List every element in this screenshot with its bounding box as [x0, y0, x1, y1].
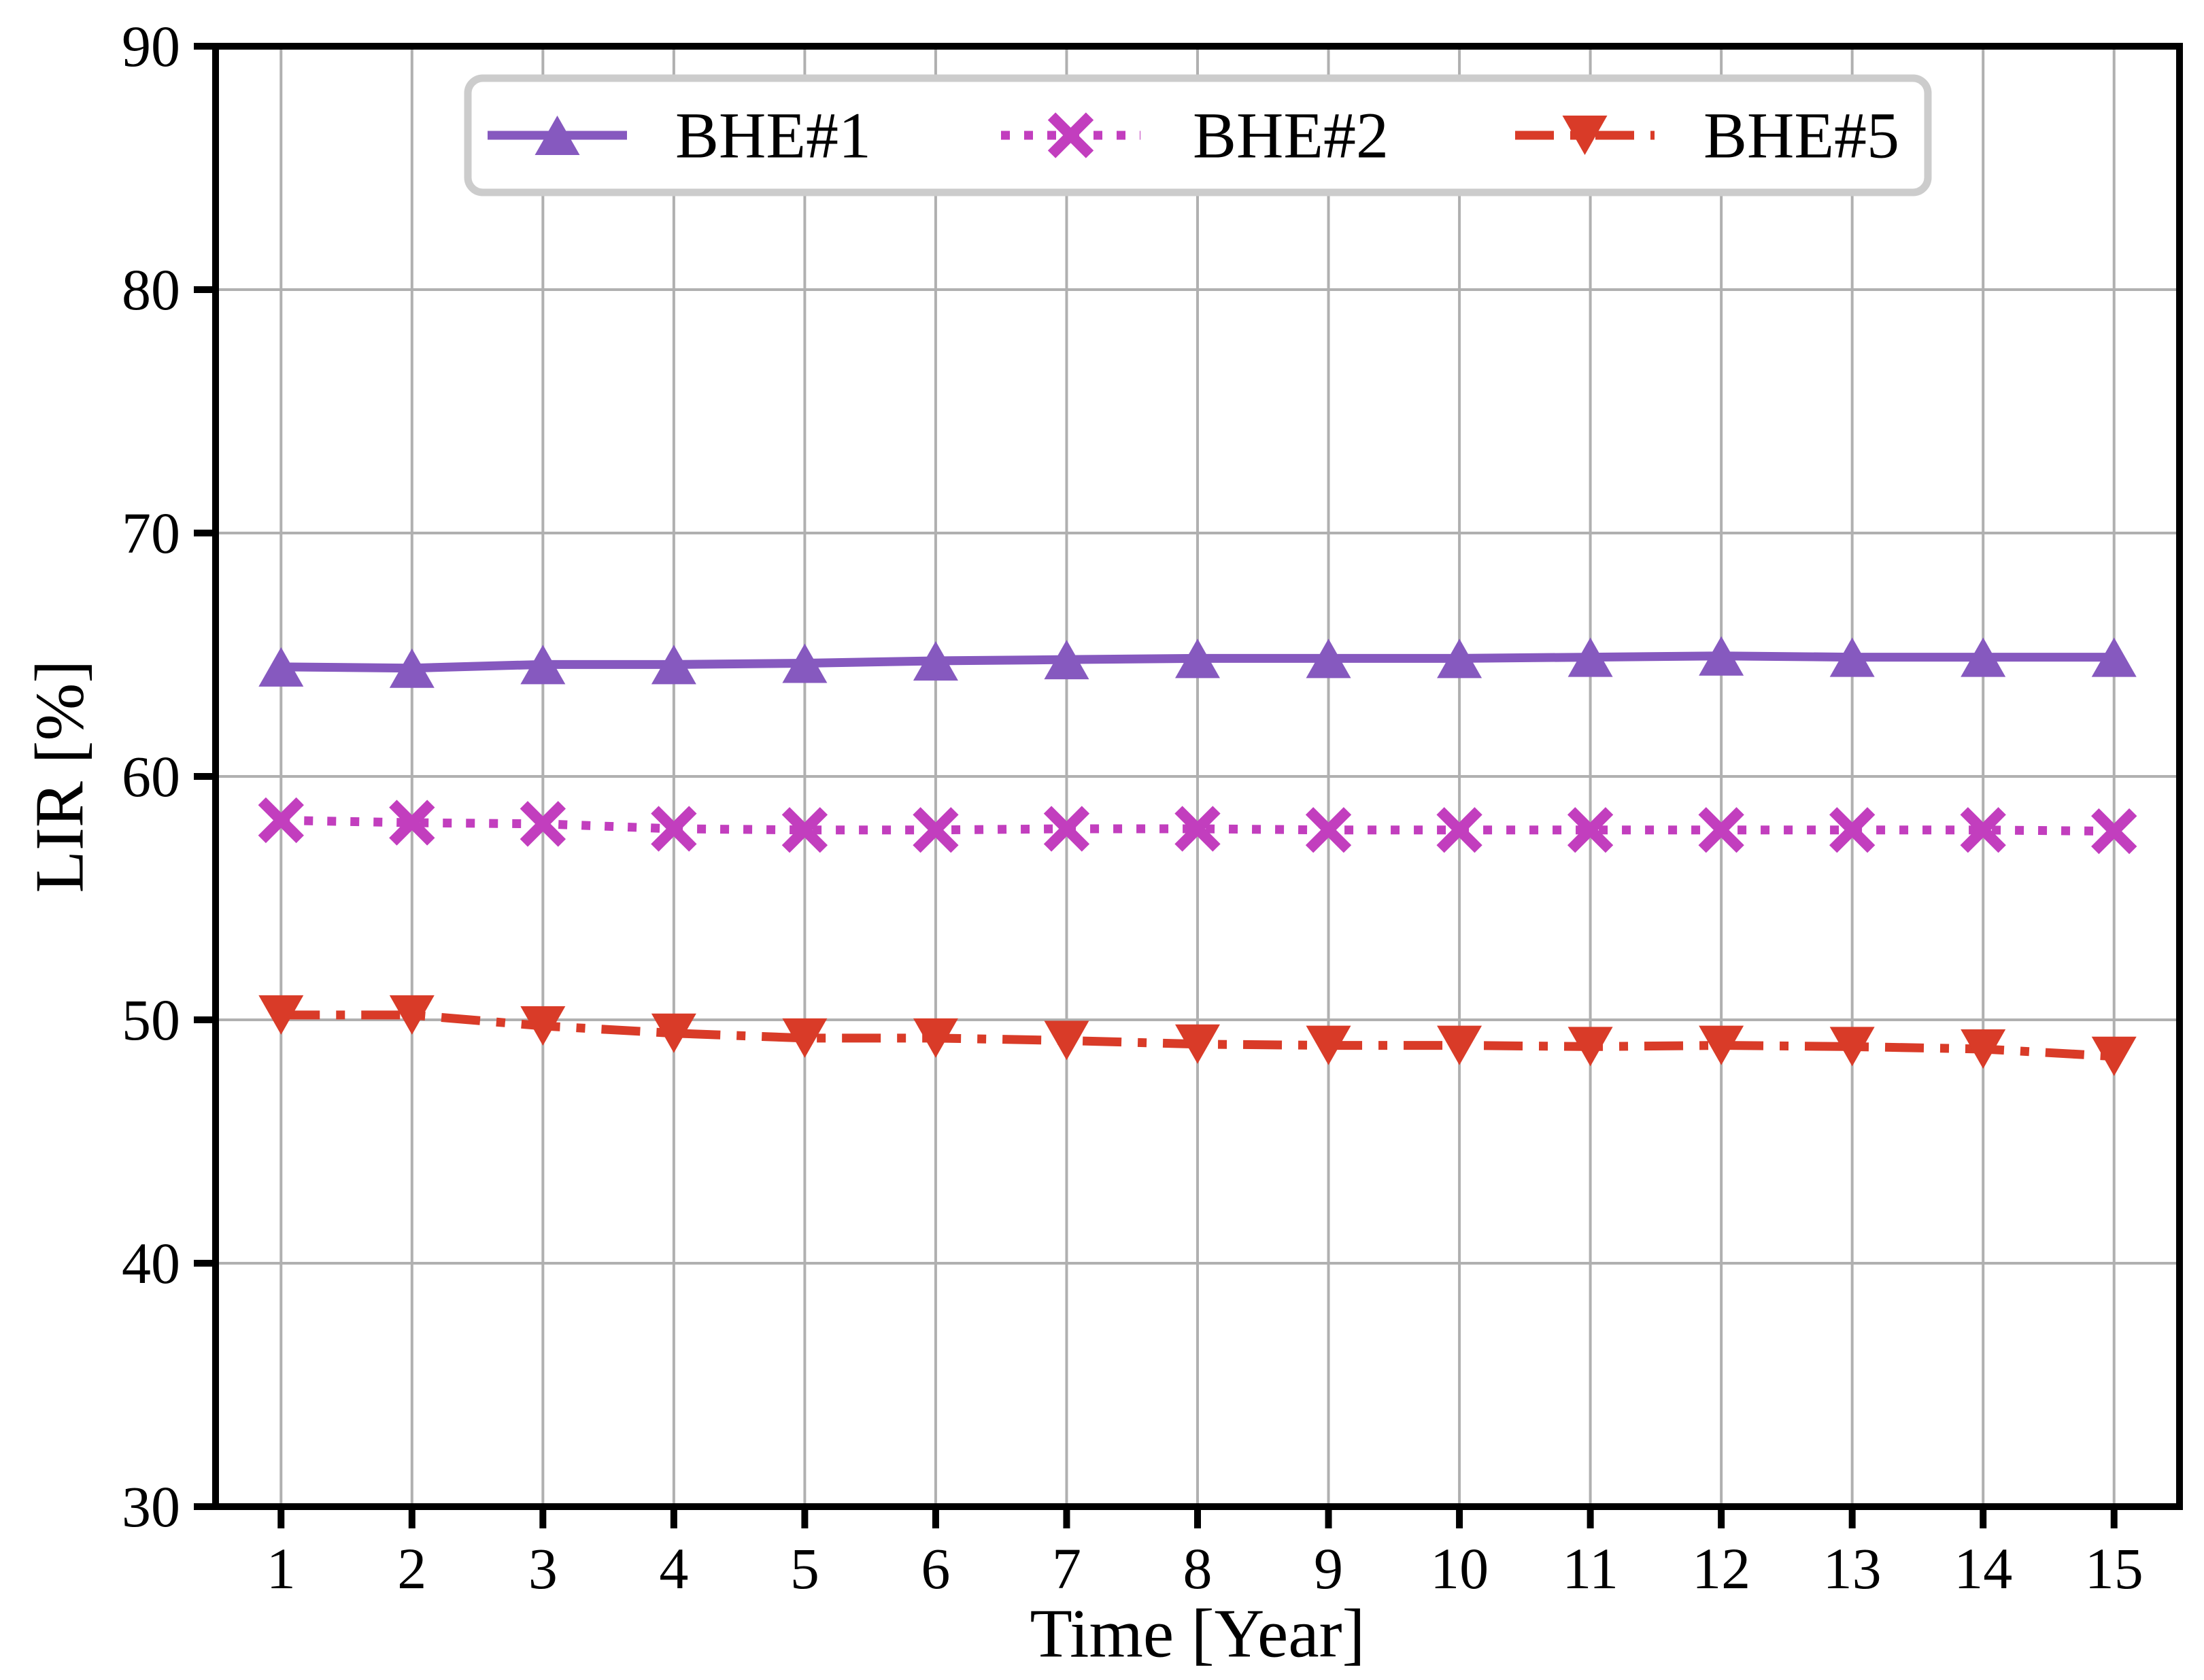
y-tick-label: 60: [122, 744, 180, 809]
marker-bhe1: [1567, 637, 1613, 677]
y-tick-label: 50: [122, 987, 180, 1052]
legend-label-bhe1: BHE#1: [675, 99, 871, 172]
marker-bhe5: [1699, 1025, 1744, 1065]
marker-bhe1: [782, 643, 828, 683]
marker-bhe2: [781, 807, 828, 853]
marker-bhe2: [1174, 806, 1221, 852]
marker-bhe1: [1306, 638, 1351, 679]
legend-entry-bhe1: BHE#1: [488, 99, 871, 172]
marker-bhe2: [258, 797, 304, 844]
legend-marker-bhe5: [1562, 116, 1608, 155]
legend-marker-bhe1: [535, 116, 580, 155]
x-tick-label: 13: [1823, 1536, 1882, 1601]
marker-bhe5: [913, 1018, 958, 1058]
x-tick-label: 8: [1183, 1536, 1213, 1601]
legend-entry-bhe2: BHE#2: [1001, 99, 1389, 172]
y-tick-label: 80: [122, 257, 180, 322]
x-tick-label: 6: [921, 1536, 950, 1601]
marker-bhe5: [1306, 1025, 1351, 1065]
marker-bhe5: [1175, 1024, 1220, 1064]
y-axis-label: LIR [%]: [22, 660, 99, 893]
y-tick-label: 40: [122, 1231, 180, 1296]
legend: BHE#1 BHE#2 BHE#5: [464, 74, 1932, 196]
marker-bhe1: [651, 645, 696, 685]
marker-bhe2: [1567, 807, 1614, 853]
marker-bhe2: [1436, 807, 1482, 853]
marker-bhe1: [1044, 640, 1089, 680]
legend-marker-bhe2: [1047, 112, 1094, 158]
x-tick-label: 2: [397, 1536, 426, 1601]
marker-bhe5: [782, 1018, 828, 1058]
marker-bhe5: [1437, 1025, 1482, 1065]
x-tick-label: 7: [1052, 1536, 1081, 1601]
x-tick-label: 15: [2085, 1536, 2143, 1601]
marker-bhe5: [389, 995, 435, 1035]
marker-bhe1: [1961, 637, 2006, 677]
marker-bhe1: [1699, 636, 1744, 676]
series-line-bhe2: [281, 815, 2114, 836]
marker-bhe1: [2091, 637, 2137, 677]
x-tick-label: 3: [528, 1536, 558, 1601]
x-tick-label: 10: [1430, 1536, 1489, 1601]
marker-bhe5: [258, 995, 304, 1035]
marker-bhe2: [1829, 807, 1876, 853]
marker-bhe5: [1829, 1027, 1875, 1067]
marker-bhe5: [2091, 1036, 2137, 1076]
marker-bhe1: [1175, 638, 1220, 679]
series-layer: [258, 636, 2137, 1076]
grid-layer: [216, 45, 2180, 1508]
marker-bhe2: [651, 806, 697, 852]
marker-bhe2: [1305, 807, 1352, 853]
tick-layer: [194, 43, 2118, 1528]
marker-bhe5: [651, 1013, 696, 1053]
marker-bhe2: [1960, 807, 2006, 853]
legend-entry-bhe5: BHE#5: [1515, 99, 1899, 172]
x-tick-label: 11: [1562, 1536, 1618, 1601]
x-tick-label: 14: [1954, 1536, 2012, 1601]
marker-bhe5: [1567, 1027, 1613, 1067]
x-tick-label: 4: [659, 1536, 688, 1601]
x-axis-label: Time [Year]: [1030, 1596, 1365, 1673]
marker-bhe1: [913, 640, 958, 681]
marker-bhe2: [1698, 807, 1744, 853]
marker-bhe2: [1043, 806, 1090, 852]
x-tick-label: 12: [1692, 1536, 1750, 1601]
y-tick-label: 30: [122, 1474, 180, 1539]
marker-bhe2: [389, 800, 435, 846]
marker-bhe2: [913, 807, 959, 853]
legend-label-bhe5: BHE#5: [1703, 99, 1899, 172]
marker-bhe2: [520, 801, 566, 847]
x-tick-label: 5: [790, 1536, 819, 1601]
marker-bhe2: [2091, 808, 2137, 855]
x-tick-label: 1: [267, 1536, 296, 1601]
y-tick-label: 90: [122, 14, 180, 79]
legend-label-bhe2: BHE#2: [1193, 99, 1389, 172]
marker-bhe1: [389, 648, 435, 688]
marker-bhe1: [1437, 638, 1482, 679]
x-tick-label: 9: [1314, 1536, 1343, 1601]
marker-bhe5: [520, 1006, 566, 1046]
marker-bhe5: [1961, 1029, 2006, 1069]
marker-bhe5: [1044, 1021, 1089, 1061]
y-tick-label: 70: [122, 500, 180, 566]
marker-bhe1: [258, 647, 304, 687]
marker-bhe1: [1829, 637, 1875, 677]
marker-bhe1: [520, 645, 566, 685]
legend-box: [464, 74, 1932, 196]
